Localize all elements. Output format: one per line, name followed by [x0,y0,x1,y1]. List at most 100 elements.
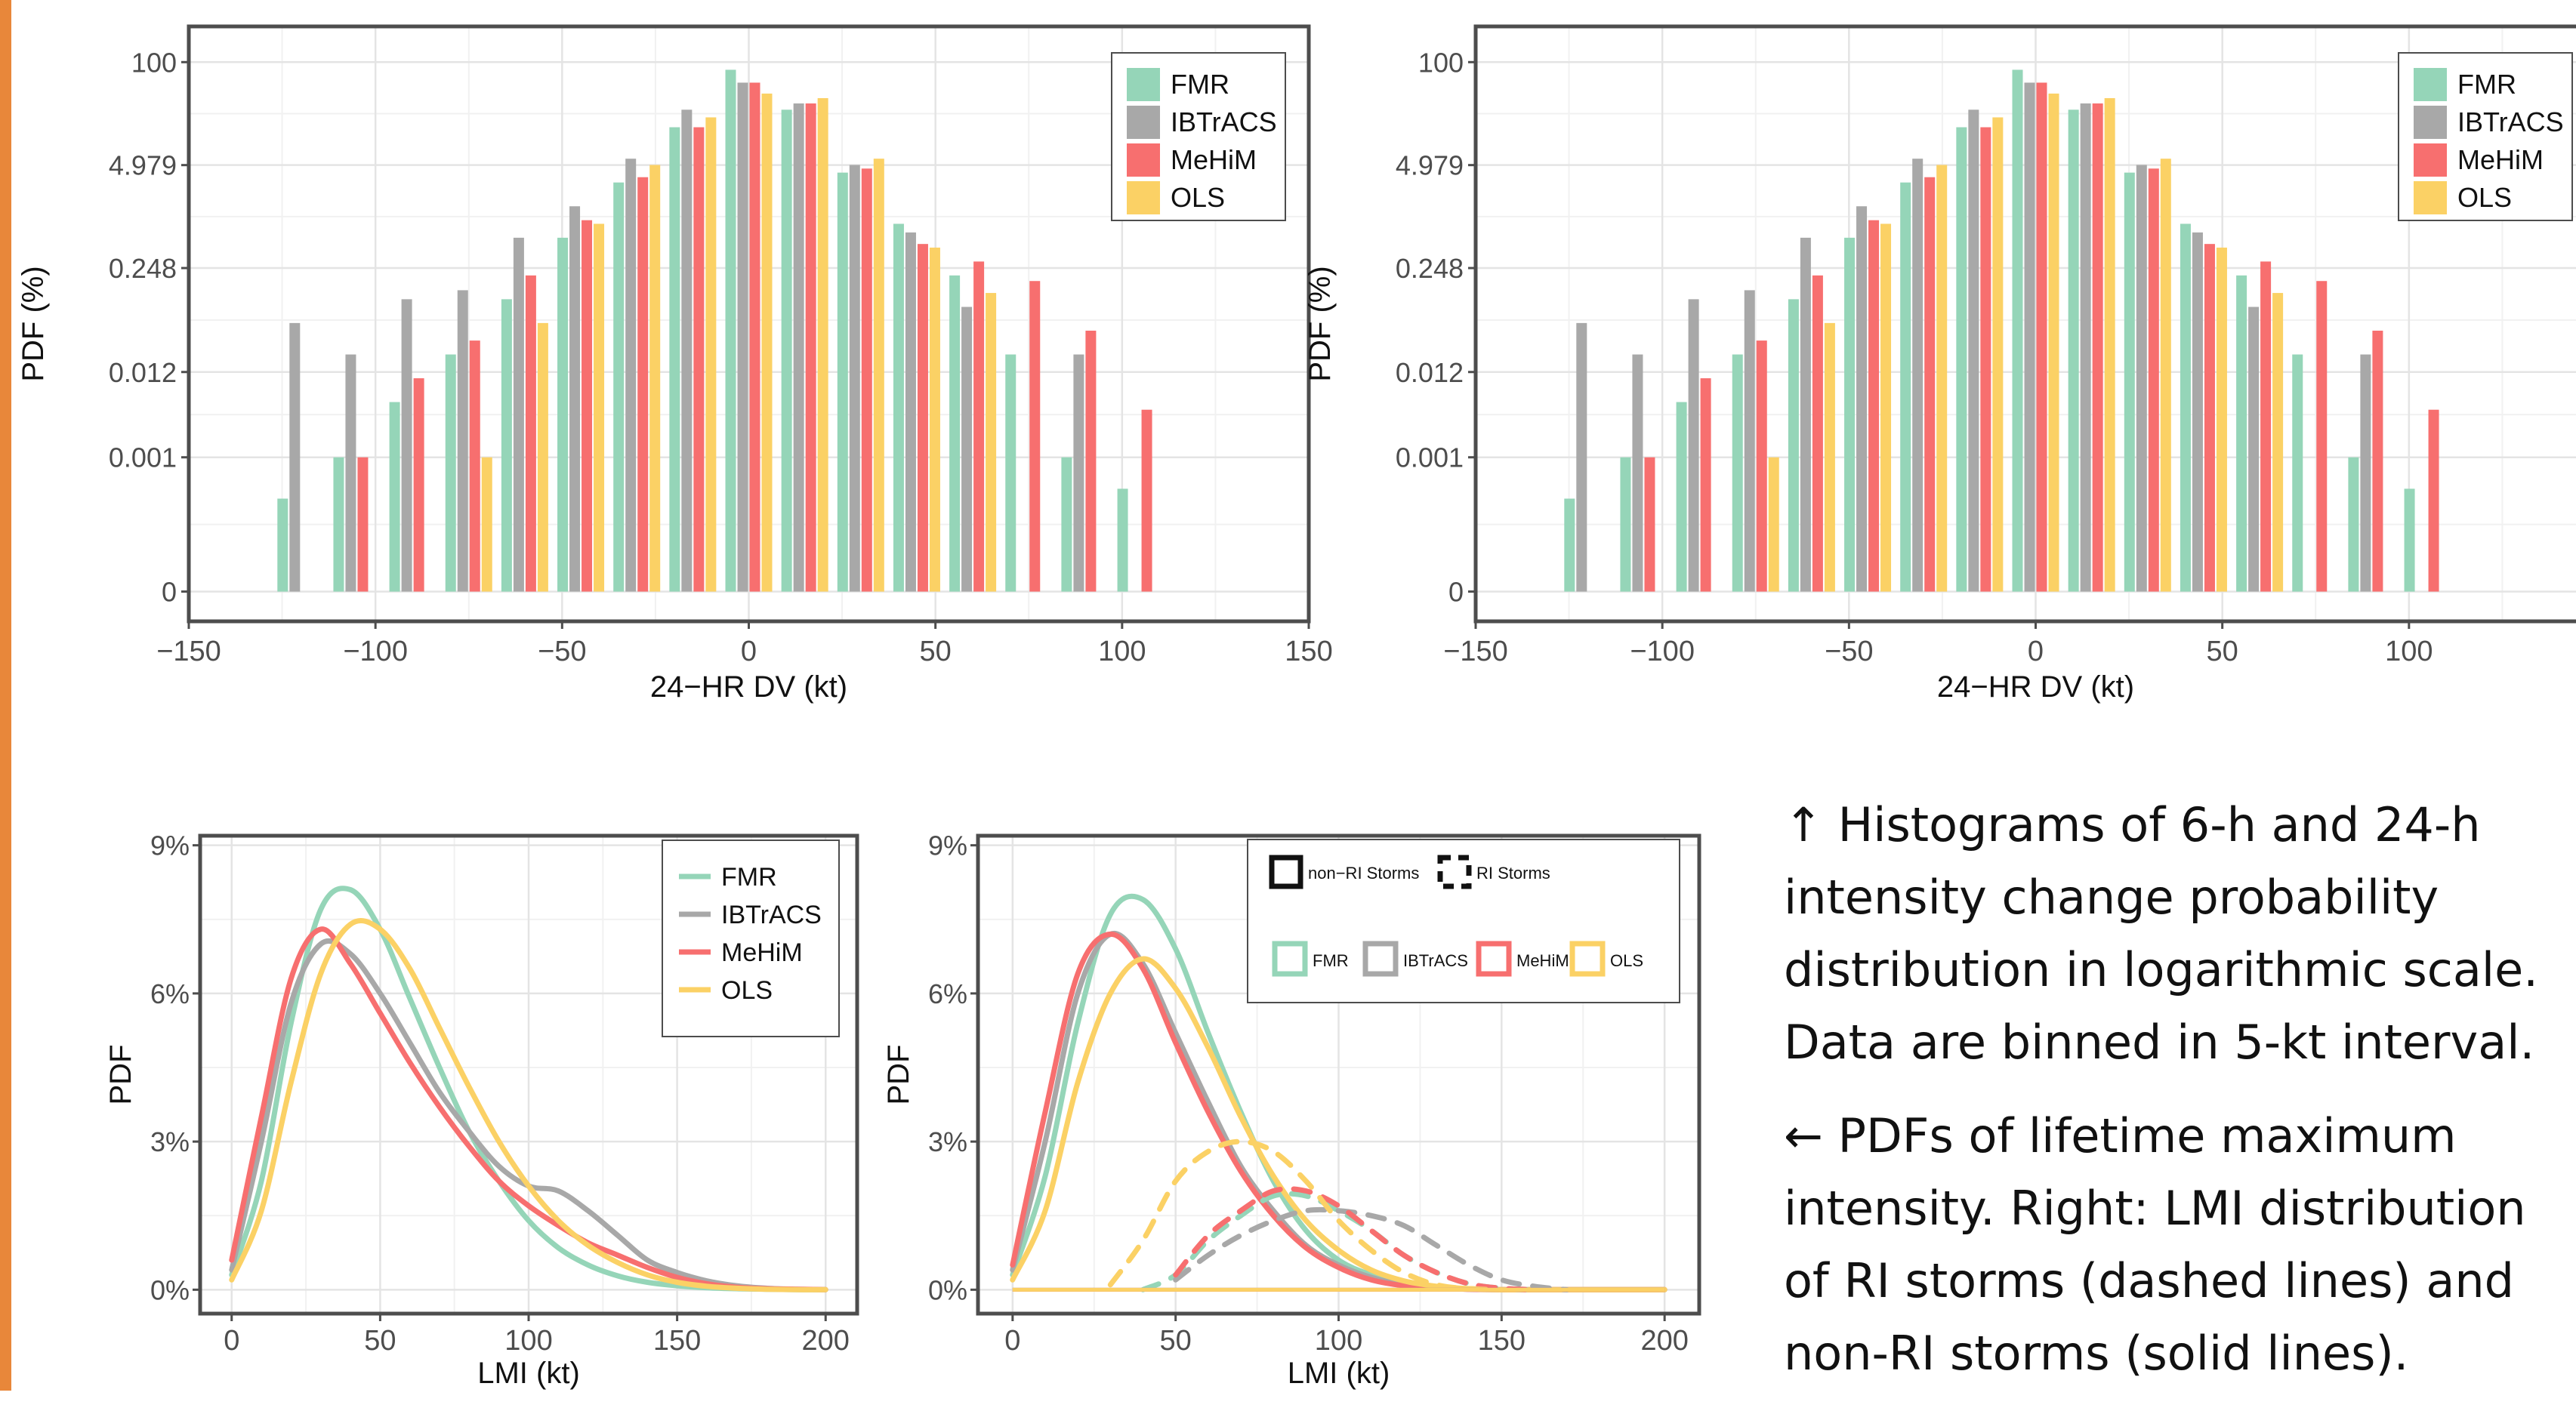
bar-ibtracs [1968,109,1979,592]
legend-label-ols: OLS [1171,182,1225,213]
x-tick-label: 50 [2207,636,2238,667]
legend: FMR IBTrACS MeHiM OLS [2398,52,2573,221]
legend-label-ibtracs: IBTrACS [721,901,822,929]
bar-ibtracs [793,103,804,592]
x-tick-label: 100 [1098,636,1146,667]
histogram-panel-1: 0 0.001 0.012 0.248 4.979 100 −150 −100 −50 0 50 10… [17,24,1333,704]
bar-ols [1992,117,2004,592]
y-tick-label: 4.979 [1396,150,1464,181]
caption-pdfs: ← PDFs of lifetime maximum intensity. Ri… [1784,1108,2526,1381]
caption-histograms: ↑ Histograms of 6-h and 24-h intensity c… [1784,797,2538,1070]
bar-mehim [637,177,649,592]
x-tick-label: −150 [156,636,221,667]
legend-swatch-mehim [1127,143,1160,177]
y-axis-label: PDF [882,1045,915,1105]
legend-label-mehim: MeHiM [721,938,803,967]
bar-mehim [469,340,480,592]
bar-mehim [805,103,816,592]
bar-ibtracs [2192,232,2203,592]
legend: FMR IBTrACS MeHiM OLS [662,840,840,1037]
legend-key-ibtracs [1362,941,1399,977]
y-tick-label: 0.248 [109,253,177,284]
bar-ibtracs [2360,354,2371,592]
x-axis-label: LMI (kt) [477,1357,580,1390]
curve-ols [229,917,828,1292]
x-tick-label: 0 [741,636,757,667]
bar-ibtracs [457,290,468,592]
pdf-panel-4: 0% 3% 6% 9% 0 50 100 150 200 LMI (kt) PDF non−RI St… [882,830,1701,1390]
figure-caption: ↑ Histograms of 6-h and 24-h intensity c… [1784,789,2573,1411]
bar-ibtracs [2248,307,2260,592]
bar-fmr [1117,488,1128,592]
bar-fmr [501,299,512,592]
legend-label-fmr: FMR [2457,69,2516,100]
y-tick-label: 0.012 [1396,357,1464,388]
bar-mehim [1924,177,1936,592]
bar-mehim [1812,275,1823,592]
bar-ols [537,322,548,592]
bar-mehim [749,82,760,592]
x-tick-label: 0 [1004,1325,1020,1357]
bar-ibtracs [737,82,748,592]
bar-ols [1824,322,1835,592]
y-tick-label: 0.012 [109,357,177,388]
bar-ols [2104,98,2115,592]
y-axis-label: PDF [104,1045,137,1105]
histogram-panel-2: 0 0.001 0.012 0.248 4.979 100 −150 −100 −50 0 50 10… [1303,24,2576,704]
bar-mehim [1756,340,1767,592]
legend-label-ols: OLS [721,976,773,1005]
bar-fmr [949,275,961,592]
legend-swatch-fmr [2414,68,2447,101]
bar-ols [705,117,717,592]
x-tick-label: 50 [920,636,952,667]
y-tick-label: 0.248 [1396,253,1464,284]
bar-fmr [893,223,904,592]
x-axis-label: 24−HR DV (kt) [650,670,847,704]
bar-ols [594,223,605,592]
bar-fmr [2404,488,2415,592]
bar-ibtracs [1632,354,1643,592]
y-tick-label: 0 [162,577,177,608]
x-tick-label: −100 [1630,636,1695,667]
legend-label-mehim: MeHiM [2457,144,2544,175]
legend-label-fmr: FMR [1171,69,1229,100]
legend: FMR IBTrACS MeHiM OLS [1111,52,1286,221]
y-axis-label: PDF (%) [17,266,50,381]
y-tick-label: 0 [1448,577,1464,608]
bar-mehim [1029,281,1041,592]
x-tick-label: −150 [1443,636,1508,667]
legend-label-ibtracs: IBTrACS [1171,106,1277,137]
bar-ibtracs [2080,103,2091,592]
bar-mehim [1141,409,1152,592]
x-tick-label: 100 [1315,1325,1362,1357]
x-axis-label: LMI (kt) [1288,1357,1390,1390]
bar-ibtracs [1576,322,1587,592]
legend-swatch-ibtracs [2414,106,2447,139]
y-tick-label: 9% [150,830,190,861]
bar-ols [1936,165,1948,592]
x-tick-label: 0 [224,1325,239,1357]
accent-rule [0,0,11,1391]
legend-label-ols: OLS [1610,951,1643,970]
legend-label-mehim: MeHiM [1171,144,1257,175]
bar-ibtracs [849,165,860,592]
x-tick-label: 50 [364,1325,396,1357]
bar-mehim [1644,457,1655,592]
linetype-key-dashed [1437,855,1472,889]
bar-mehim [413,378,424,592]
bar-ols [2216,247,2227,592]
curve-mehim-ri [1173,1186,1537,1292]
bar-ibtracs [1073,354,1084,592]
bar-ols [873,159,884,592]
bar-fmr [2012,69,2023,592]
bar-fmr [613,182,625,592]
linetype-label-ri: RI Storms [1476,864,1550,883]
bar-fmr [1564,498,1575,592]
bar-mehim [2148,168,2159,592]
x-tick-label: 150 [1478,1325,1526,1357]
legend-label-ibtracs: IBTrACS [1403,951,1468,970]
bar-fmr [725,69,736,592]
bar-fmr [2124,172,2135,592]
legend-label-ols: OLS [2457,182,2512,213]
bar-mehim [693,127,705,592]
